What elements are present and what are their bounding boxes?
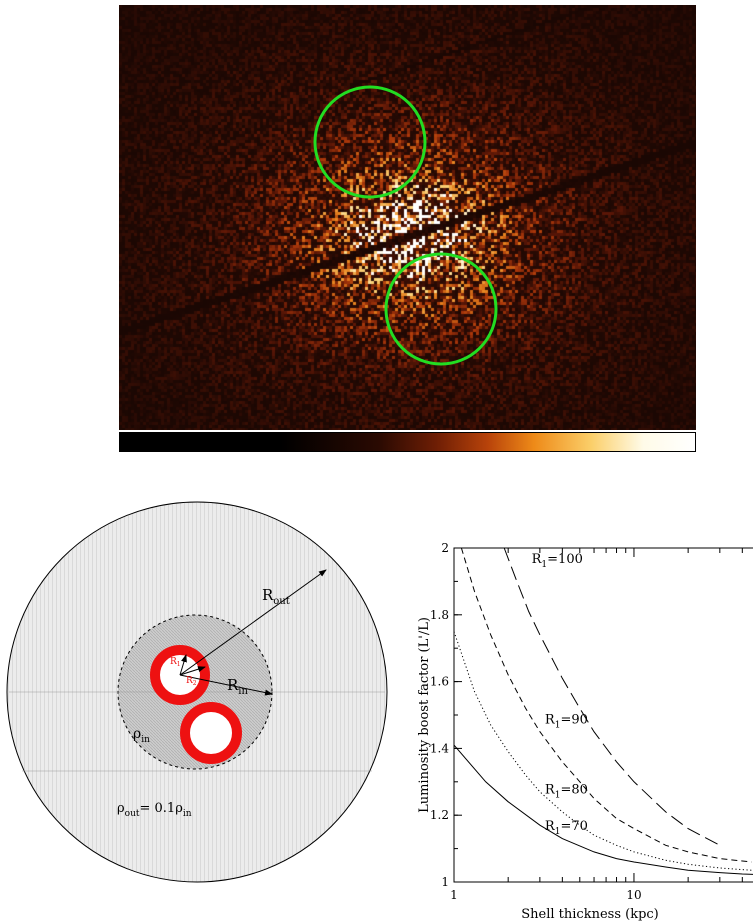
- y-tick-label: 1.2: [430, 808, 449, 822]
- schematic-diagram: Rout Rin ρin ρout= 0.1ρin R1 R2: [6, 501, 388, 883]
- rho-in-label: ρin: [133, 726, 150, 745]
- colorbar: [119, 432, 696, 452]
- r2-label: R2: [186, 676, 197, 687]
- bubble-shell-lower: [180, 702, 242, 764]
- series-line-r1-70: [453, 744, 753, 875]
- series-label: R1=100: [532, 552, 583, 570]
- y-tick-label: 1.4: [430, 741, 449, 755]
- y-axis-label: Luminosity boost factor (L'/L): [417, 617, 432, 813]
- r2-arrow: [179, 666, 206, 676]
- series-line-r1-90: [460, 547, 752, 863]
- y-tick-label: 1.6: [430, 675, 449, 689]
- rho-out-equation: ρout= 0.1ρin: [117, 801, 192, 819]
- xray-image-panel: [119, 5, 696, 430]
- plot-frame: [453, 547, 753, 883]
- y-tick-label: 1: [441, 875, 449, 889]
- r1-label: R1: [170, 657, 181, 668]
- region-circle-upper: [313, 85, 427, 199]
- xray-image: [119, 5, 696, 430]
- series-label: R1=80: [545, 782, 588, 800]
- y-tick-label: 1.8: [430, 608, 449, 622]
- boost-factor-plot: 11.21.41.61.821 10 R1=70R1=80R1=90R1=100 …: [417, 541, 753, 922]
- x-axis-label: Shell thickness (kpc): [521, 907, 659, 922]
- region-circle-lower: [384, 252, 498, 366]
- r-out-label: Rout: [262, 586, 290, 607]
- r-in-label: Rin: [227, 676, 248, 697]
- y-tick-label: 2: [441, 541, 449, 555]
- r-out-arrow: [179, 569, 327, 676]
- series-label: R1=70: [545, 819, 588, 837]
- xray-overlay: [313, 85, 498, 366]
- series-line-r1-80: [453, 631, 753, 871]
- r1-arrow: [179, 654, 187, 676]
- x-tick-label: 1: [450, 888, 458, 902]
- series-line-r1-100: [503, 547, 721, 846]
- series-label: R1=90: [545, 712, 588, 730]
- r-in-arrow: [179, 674, 273, 696]
- x-tick-label: 10: [626, 888, 641, 902]
